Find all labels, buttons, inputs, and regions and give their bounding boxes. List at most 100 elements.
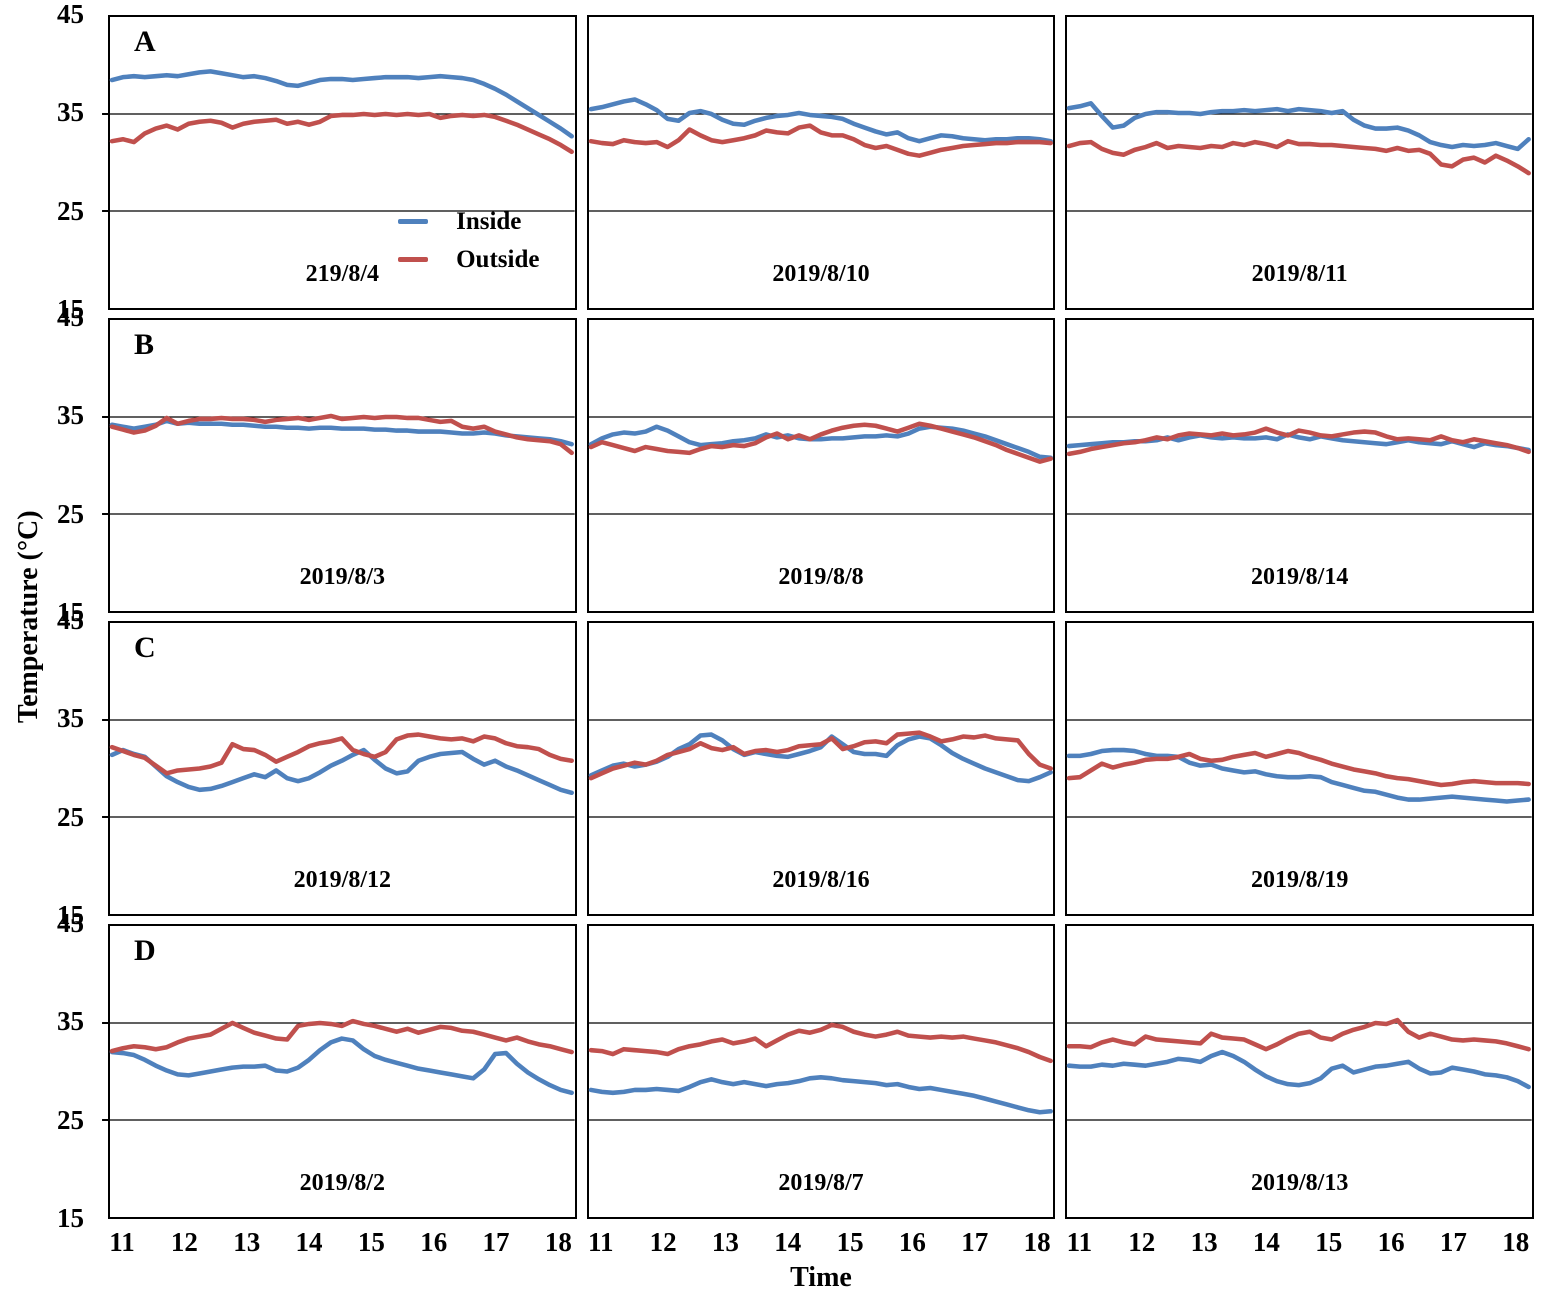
- panel-date-label: 2019/8/16: [772, 867, 870, 894]
- x-tick-label: 14: [295, 1227, 323, 1257]
- y-tick-label: 15: [57, 1202, 84, 1233]
- panel-row: 45 35 25 15 D 2019/8/2 2019/8/7 2019/8/13: [57, 909, 1535, 1231]
- chart-panel-2019-8-10: 2019/8/10: [586, 15, 1056, 310]
- panel-plot: [102, 413, 575, 515]
- panel-plot: [588, 416, 1054, 515]
- chart-panel-2019-8-19: 2019/8/19: [1065, 621, 1535, 916]
- x-tick-label: 13: [1190, 1227, 1218, 1257]
- series-outside-line: [1067, 426, 1532, 457]
- x-tick-label: 18: [544, 1227, 572, 1257]
- y-tick-label: 15: [57, 293, 84, 324]
- x-tick-label: 12: [170, 1227, 198, 1257]
- chart-panel-2019-8-14: 2019/8/14: [1065, 318, 1535, 613]
- x-tick-strip: 11 12 13 14 15 16 17 18: [587, 1227, 1056, 1269]
- x-tick-strip: 11 12 13 14 15 16 17 18: [108, 1227, 577, 1269]
- panel-row: 45 35 25 15 B 2019/8/3 2019/8/8 2019/8/14: [57, 303, 1535, 625]
- y-tick-label: 25: [57, 195, 84, 226]
- x-tick-label: 11: [587, 1227, 614, 1257]
- x-tick-label: 14: [1252, 1227, 1280, 1257]
- panel-plot: [1067, 101, 1533, 212]
- series-inside-line: [1067, 747, 1532, 804]
- x-tick-label: 18: [1502, 1227, 1530, 1257]
- x-tick-label: 18: [1023, 1227, 1051, 1257]
- x-tick-label: 12: [649, 1227, 677, 1257]
- legend-item: Outside: [398, 247, 539, 272]
- series-outside-line: [1067, 138, 1532, 176]
- y-tick-label: 45: [57, 301, 84, 332]
- x-axis-tick-labels: 11 12 13 14 15 16 17 18 11 12 13 14 15 16 17 18 11 12 13 14…: [108, 1227, 1534, 1269]
- chart-panel-2019-8-12: C 2019/8/12: [102, 621, 577, 916]
- legend-item: Inside: [398, 209, 539, 234]
- series-outside-line: [109, 413, 574, 456]
- x-tick-label: 11: [109, 1227, 135, 1257]
- chart-panel-2019-8-13: 2019/8/13: [1065, 924, 1535, 1219]
- panel-plot: [588, 97, 1054, 212]
- chart-panel-2019-8-2: D 2019/8/2: [102, 924, 577, 1219]
- series-outside-line: [1067, 748, 1532, 788]
- panel-plot: [588, 1022, 1054, 1121]
- panel-letter: B: [134, 328, 155, 361]
- x-tick-label: 15: [836, 1227, 864, 1257]
- series-inside-line: [588, 97, 1053, 144]
- chart-panel-2019-8-7: 2019/8/7: [586, 924, 1056, 1219]
- series-inside-line: [109, 747, 574, 796]
- series-outside-line: [588, 730, 1053, 781]
- panel-letter: C: [134, 631, 156, 664]
- chart-panel-2019-8-16: 2019/8/16: [586, 621, 1056, 916]
- series-outside-line: [109, 111, 574, 155]
- x-axis-title: Time: [790, 1262, 852, 1293]
- y-axis-tick-labels: 45 35 25 15: [0, 0, 96, 322]
- series-outside-line: [1067, 1017, 1532, 1052]
- x-tick-strip: 11 12 13 14 15 16 17 18: [1065, 1227, 1534, 1269]
- panel-plot: [102, 69, 575, 212]
- panel-date-label: 219/8/4: [305, 261, 379, 288]
- panel-plot: [102, 1018, 575, 1121]
- y-axis-tick-labels: 45 35 25 15: [0, 303, 96, 625]
- panel-plot: [102, 719, 575, 818]
- series-outside-line: [588, 1022, 1053, 1064]
- panel-date-label: 2019/8/11: [1251, 261, 1348, 288]
- series-outside-line: [109, 1018, 574, 1055]
- x-tick-label: 13: [711, 1227, 739, 1257]
- y-tick-label: 45: [57, 907, 84, 938]
- series-inside-line: [1067, 1049, 1532, 1090]
- panel-plot: [1067, 1017, 1533, 1121]
- panel-letter: D: [134, 934, 156, 967]
- y-tick-label: 25: [57, 1104, 84, 1135]
- y-tick-label: 35: [57, 400, 84, 431]
- panel-date-label: 2019/8/2: [299, 1170, 385, 1197]
- panel-date-label: 2019/8/19: [1251, 867, 1349, 894]
- series-outside-line: [109, 732, 574, 776]
- series-inside-line: [588, 1075, 1053, 1115]
- y-tick-label: 25: [57, 801, 84, 832]
- panel-date-label: 2019/8/7: [778, 1170, 864, 1197]
- panel-row: 45 35 25 15 C 2019/8/12 2019/8/16 2019/8/19: [57, 606, 1535, 928]
- legend-label: Outside: [456, 246, 540, 274]
- x-tick-label: 16: [898, 1227, 926, 1257]
- legend: Inside Outside: [398, 209, 539, 272]
- panel-row: 45 35 25 15 A 219/8/4 Inside Outside 2019/8/10 20…: [57, 0, 1535, 322]
- panel-date-label: 2019/8/13: [1251, 1170, 1349, 1197]
- chart-panel-2019-8-3: B 2019/8/3: [102, 318, 577, 613]
- series-inside-line: [588, 424, 1053, 460]
- chart-panel-2019-8-11: 2019/8/11: [1065, 15, 1535, 310]
- chart-panel-2019-8-8: 2019/8/8: [586, 318, 1056, 613]
- panel-date-label: 2019/8/10: [772, 261, 870, 288]
- y-tick-label: 35: [57, 97, 84, 128]
- chart-panel-219-8-4: A 219/8/4 Inside Outside: [102, 15, 577, 310]
- panel-plot: [588, 719, 1054, 818]
- y-tick-label: 35: [57, 1006, 84, 1037]
- y-tick-label: 25: [57, 498, 84, 529]
- x-tick-label: 16: [1377, 1227, 1405, 1257]
- series-outside-line: [588, 123, 1053, 158]
- y-tick-label: 45: [57, 604, 84, 635]
- panel-plot: [1067, 416, 1533, 515]
- y-axis-tick-labels: 45 35 25 15: [0, 606, 96, 928]
- panel-grid: 45 35 25 15 A 219/8/4 Inside Outside 2019/8/10 20…: [57, 0, 1535, 1269]
- panel-plot: [1067, 719, 1533, 818]
- x-tick-label: 12: [1128, 1227, 1156, 1257]
- series-inside-line: [109, 69, 574, 139]
- x-tick-label: 14: [774, 1227, 802, 1257]
- series-inside-line: [109, 1036, 574, 1096]
- x-tick-label: 15: [357, 1227, 385, 1257]
